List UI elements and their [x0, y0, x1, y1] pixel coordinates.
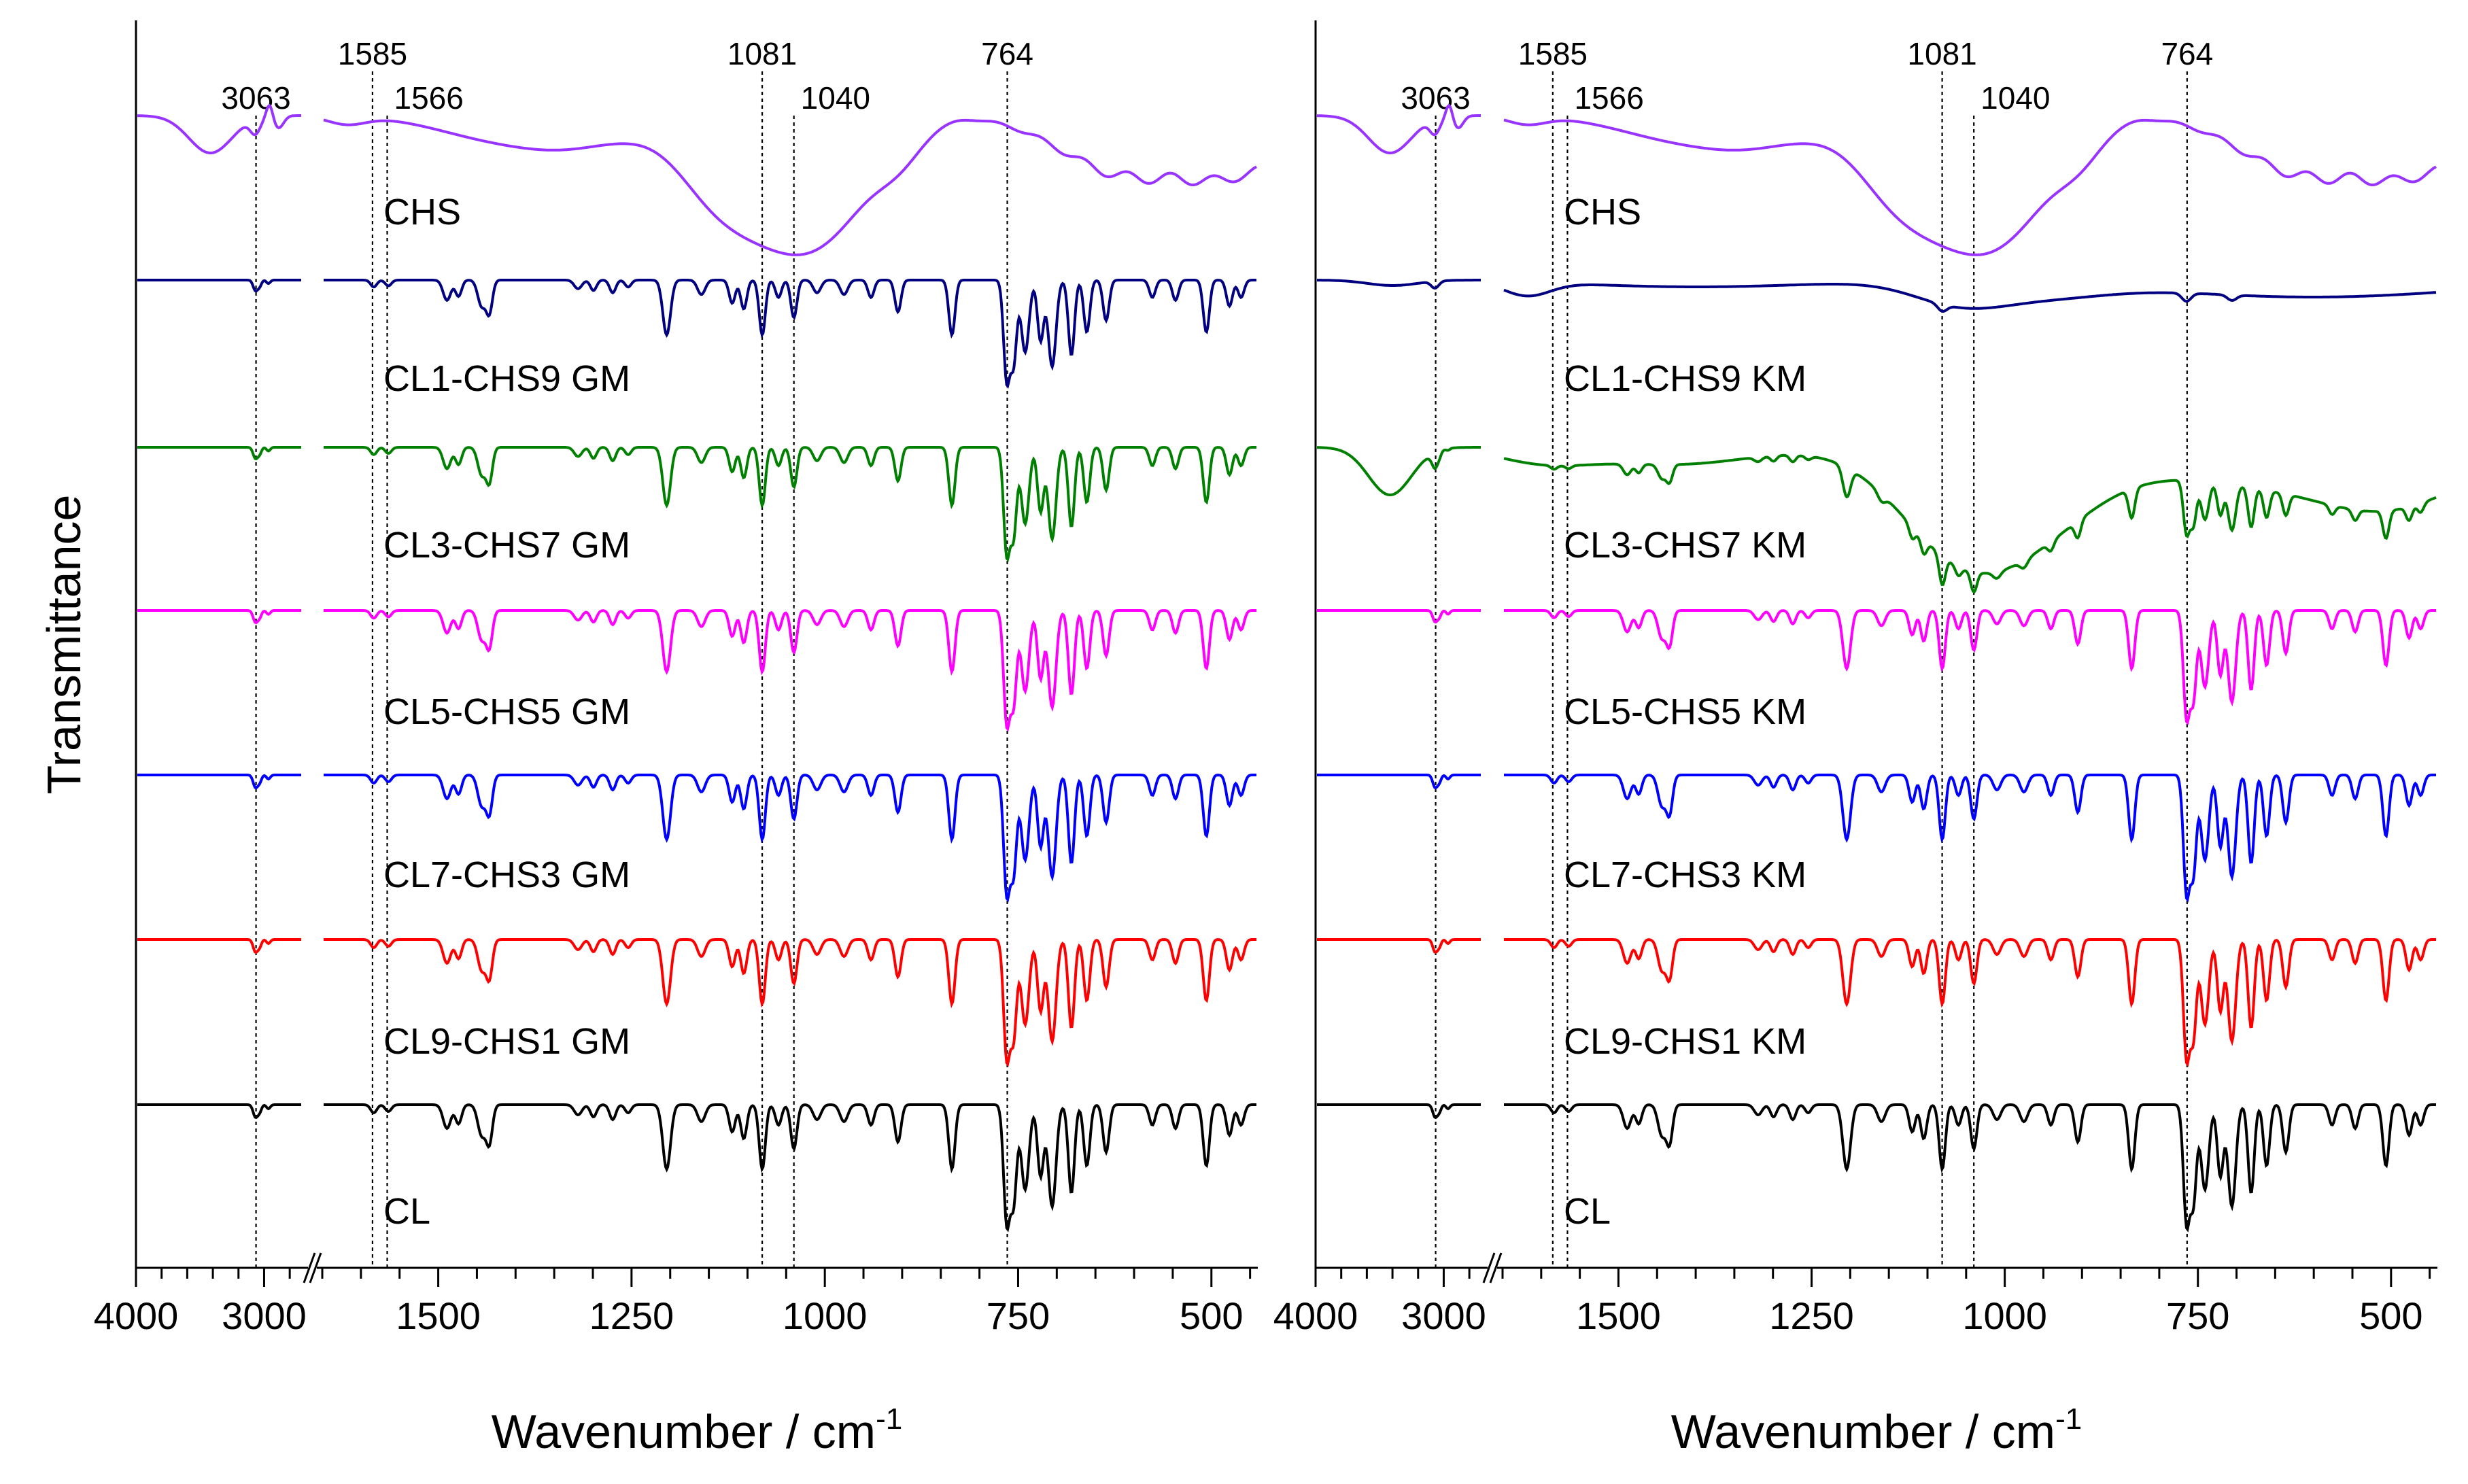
x-tick-label: 750 [2166, 1294, 2229, 1337]
series-label-CHS: CHS [383, 192, 461, 232]
peak-label-3063: 3063 [1401, 80, 1470, 116]
series-label-CL7-CHS3: CL7-CHS3 KM [1564, 855, 1806, 895]
spectrum-CL1-CHS9-GM-high [137, 279, 301, 293]
spectrum-CL1-CHS9-KM-high [1317, 279, 1481, 290]
panel-KM: 4000 3000 1500 1250 1000 750 500 Wavenumber / c… [1273, 20, 2437, 1458]
spectrum-CL-KM-high [1317, 1103, 1481, 1120]
axis-break-mark [1482, 1252, 1496, 1283]
peak-label-1566: 1566 [1574, 80, 1643, 116]
x-tick-label: 4000 [94, 1294, 179, 1337]
series-label-CL5-CHS5: CL5-CHS5 KM [1564, 691, 1806, 732]
spectrum-CHS-GM-high [137, 103, 301, 154]
series-label-CL: CL [1564, 1191, 1611, 1232]
x-tick-label: 750 [987, 1294, 1050, 1337]
spectrum-CL5-CHS5-KM-high [1317, 609, 1481, 624]
spectrum-CL9-CHS1-GM-high [137, 938, 301, 954]
x-tick-label: 1500 [1576, 1294, 1661, 1337]
x-tick-label: 500 [1180, 1294, 1243, 1337]
series-label-CL9-CHS1: CL9-CHS1 KM [1564, 1021, 1806, 1062]
series-label-CL: CL [383, 1191, 430, 1232]
spectrum-CL9-CHS1-KM-low [1504, 938, 2436, 1067]
spectrum-CL7-CHS3-KM-low [1504, 774, 2436, 903]
x-tick-label: 3000 [222, 1294, 307, 1337]
peak-label-1081: 1081 [727, 36, 797, 71]
spectrum-CL7-CHS3-GM-low [324, 774, 1256, 903]
spectrum-CL1-CHS9-GM-low [324, 279, 1256, 389]
series-label-CL1-CHS9: CL1-CHS9 KM [1564, 358, 1806, 399]
peak-label-1566: 1566 [394, 80, 464, 116]
spectrum-CL-KM-low [1504, 1103, 2436, 1232]
spectrum-CL3-CHS7-KM-high [1317, 446, 1481, 496]
spectrum-CL3-CHS7-GM-high [137, 446, 301, 461]
axis-break-mark [303, 1252, 316, 1283]
spectrum-CL5-CHS5-GM-low [324, 609, 1256, 732]
peak-label-1585: 1585 [1518, 36, 1588, 71]
peak-label-3063: 3063 [221, 80, 290, 116]
series-label-CHS: CHS [1564, 192, 1641, 232]
peak-label-1081: 1081 [1907, 36, 1976, 71]
x-tick-label: 1000 [1962, 1294, 2047, 1337]
spectrum-CL7-CHS3-GM-high [137, 774, 301, 790]
series-label-CL1-CHS9: CL1-CHS9 GM [383, 358, 630, 399]
series-label-CL9-CHS1: CL9-CHS1 GM [383, 1021, 630, 1062]
x-tick-label: 3000 [1401, 1294, 1486, 1337]
spectrum-CL1-CHS9-KM-low [1503, 283, 2437, 313]
spectrum-CL-GM-low [324, 1103, 1256, 1232]
spectrum-CHS-GM-low [323, 118, 1258, 256]
x-tick-label: 1000 [783, 1294, 868, 1337]
x-tick-label: 4000 [1273, 1294, 1358, 1337]
spectrum-CHS-KM-high [1317, 103, 1481, 154]
x-tick-label: 500 [2359, 1294, 2422, 1337]
spectrum-CL7-CHS3-KM-high [1317, 774, 1481, 790]
x-axis-title: Wavenumber / cm-1 [492, 1402, 902, 1458]
panel-GM: 4000 3000 1500 1250 1000 750 500 Wavenumber / c… [94, 20, 1258, 1458]
spectrum-CHS-KM-low [1503, 118, 2437, 256]
spectrum-CL5-CHS5-KM-low [1504, 609, 2436, 726]
peak-label-764: 764 [981, 36, 1033, 71]
x-tick-label: 1250 [1769, 1294, 1854, 1337]
series-label-CL3-CHS7: CL3-CHS7 GM [383, 525, 630, 566]
spectrum-CL5-CHS5-GM-high [137, 609, 301, 625]
peak-label-1040: 1040 [801, 80, 870, 116]
spectrum-CL-GM-high [137, 1103, 301, 1120]
spectrum-CL3-CHS7-GM-low [324, 446, 1256, 563]
x-tick-label: 1500 [396, 1294, 481, 1337]
series-label-CL5-CHS5: CL5-CHS5 GM [383, 691, 630, 732]
x-tick-label: 1250 [589, 1294, 674, 1337]
peak-label-1040: 1040 [1981, 80, 2050, 116]
peak-label-1585: 1585 [338, 36, 407, 71]
series-label-CL3-CHS7: CL3-CHS7 KM [1564, 525, 1806, 566]
spectrum-CL9-CHS1-GM-low [324, 938, 1256, 1067]
spectrum-CL9-CHS1-KM-high [1317, 938, 1481, 954]
series-label-CL7-CHS3: CL7-CHS3 GM [383, 855, 630, 895]
axis-break-mark [309, 1252, 322, 1283]
axis-break-mark [1489, 1252, 1503, 1283]
spectrum-CL3-CHS7-KM-low [1503, 453, 2437, 594]
y-axis-title: Transmittance [37, 495, 90, 795]
x-axis-title: Wavenumber / cm-1 [1671, 1402, 2082, 1458]
peak-label-764: 764 [2161, 36, 2213, 71]
